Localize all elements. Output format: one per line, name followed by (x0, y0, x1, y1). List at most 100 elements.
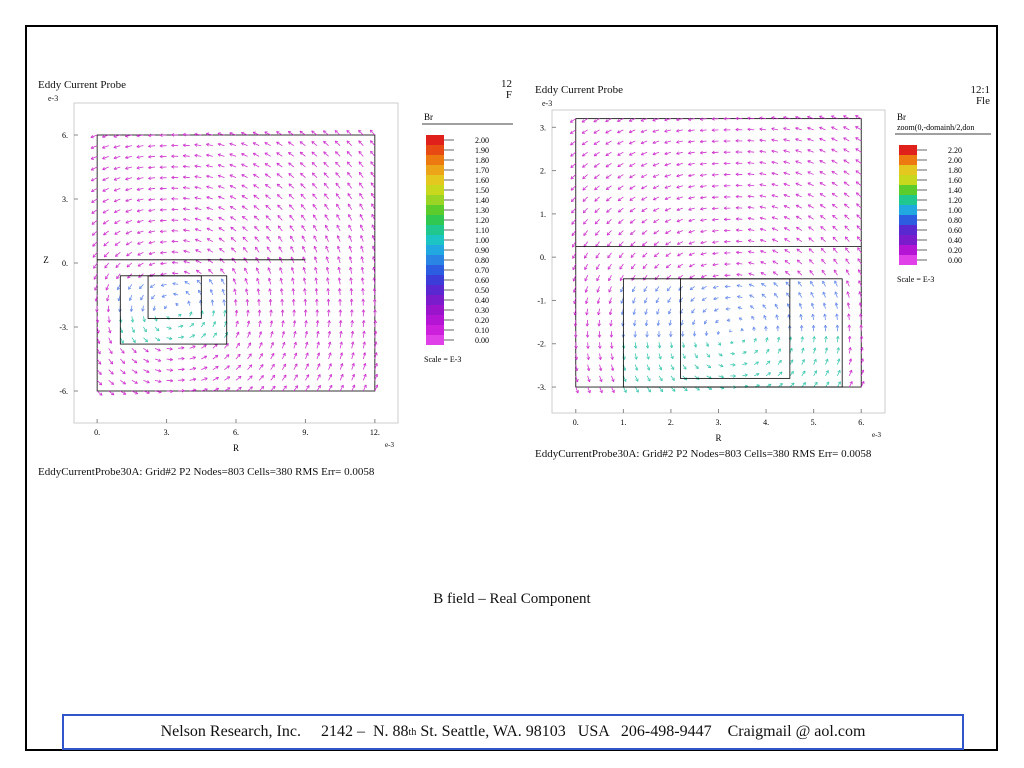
x-axis-label: R (233, 443, 239, 453)
field-arrowhead (269, 320, 274, 324)
field-arrow (288, 162, 295, 168)
field-arrow (630, 241, 636, 247)
field-arrow (217, 153, 225, 157)
field-arrowhead (348, 224, 352, 228)
field-arrowhead (705, 343, 710, 347)
field-arrowhead (359, 224, 364, 228)
field-arrow (195, 259, 202, 264)
field-arrow (754, 373, 760, 377)
field-arrowhead (597, 311, 601, 316)
field-arrow (760, 261, 767, 265)
field-arrowhead (148, 219, 152, 223)
field-arrow (682, 375, 688, 381)
field-arrow (821, 269, 826, 276)
field-arrowhead (249, 375, 253, 379)
field-arrowhead (160, 261, 164, 266)
field-arrowhead (807, 137, 811, 142)
field-arrow (328, 331, 331, 338)
field-arrow (254, 236, 260, 242)
field-arrowhead (594, 209, 598, 213)
legend-swatch (426, 205, 444, 215)
field-arrow (618, 207, 624, 213)
field-arrowhead (148, 262, 153, 266)
field-arrowhead (763, 315, 767, 319)
field-arrowhead (160, 283, 165, 287)
field-arrow (784, 249, 791, 254)
field-arrow (254, 246, 260, 253)
field-arrowhead (213, 332, 217, 336)
field-arrow (700, 185, 707, 188)
field-arrowhead (797, 281, 802, 285)
field-arrowhead (370, 182, 374, 186)
field-arrow (628, 118, 636, 122)
field-arrow (593, 151, 600, 157)
field-arrow (843, 126, 850, 131)
field-arrow (108, 358, 114, 365)
field-arrow (336, 203, 341, 210)
field-arrowhead (90, 156, 95, 160)
field-arrowhead (340, 384, 344, 389)
field-arrowhead (771, 127, 775, 131)
field-arrow (856, 225, 862, 231)
vector-field (90, 129, 379, 396)
field-arrowhead (182, 164, 186, 169)
field-arrow (843, 148, 850, 153)
field-arrowhead (91, 188, 95, 193)
field-arrow (783, 138, 790, 142)
field-arrow (229, 164, 237, 168)
field-arrow (800, 314, 803, 321)
field-arrowhead (348, 245, 352, 249)
field-arrowhead (664, 129, 668, 133)
field-arrow (113, 155, 121, 159)
vector-field (569, 115, 865, 394)
field-arrowhead (843, 181, 848, 185)
field-arrow (652, 151, 660, 155)
field-arrowhead (688, 128, 692, 133)
field-arrowhead (790, 359, 794, 363)
field-arrow (837, 381, 841, 388)
field-arrowhead (136, 176, 140, 181)
field-arrow (571, 230, 577, 237)
field-arrow (154, 390, 162, 393)
field-arrow (125, 134, 132, 137)
field-arrowhead (856, 225, 860, 229)
field-arrowhead (208, 279, 213, 283)
field-arrowhead (747, 150, 751, 154)
field-arrow (148, 166, 156, 169)
field-arrowhead (120, 340, 124, 344)
field-arrowhead (860, 369, 865, 373)
field-arrow (771, 139, 779, 142)
field-arrow (742, 351, 747, 354)
field-arrowhead (784, 260, 789, 264)
y-tick-label: -1. (537, 296, 546, 305)
field-arrowhead (236, 331, 240, 335)
field-arrowhead (632, 323, 637, 327)
field-arrowhead (778, 359, 782, 364)
field-arrow (230, 237, 237, 242)
field-arrow (700, 196, 707, 199)
field-arrowhead (133, 360, 138, 364)
field-arrowhead (644, 311, 648, 315)
field-arrow (821, 258, 826, 265)
field-arrowhead (719, 353, 723, 357)
field-arrow (594, 174, 600, 179)
legend-value: 1.30 (475, 206, 489, 215)
field-arrow (640, 129, 648, 133)
field-arrowhead (571, 221, 575, 225)
field-arrow (677, 252, 684, 257)
field-arrowhead (371, 213, 375, 218)
field-arrowhead (194, 238, 199, 242)
field-arrow (762, 304, 767, 310)
field-arrow (374, 373, 378, 381)
field-arrowhead (835, 313, 839, 317)
field-arrow (810, 291, 815, 298)
field-arrowhead (665, 230, 669, 234)
x-tick-label: 3. (716, 418, 722, 427)
legend-value: 1.60 (475, 176, 489, 185)
field-arrowhead (181, 378, 185, 382)
field-arrowhead (760, 272, 764, 276)
field-arrow (183, 218, 190, 221)
field-arrowhead (628, 129, 633, 134)
field-arrowhead (292, 320, 297, 324)
field-arrow (783, 172, 790, 175)
